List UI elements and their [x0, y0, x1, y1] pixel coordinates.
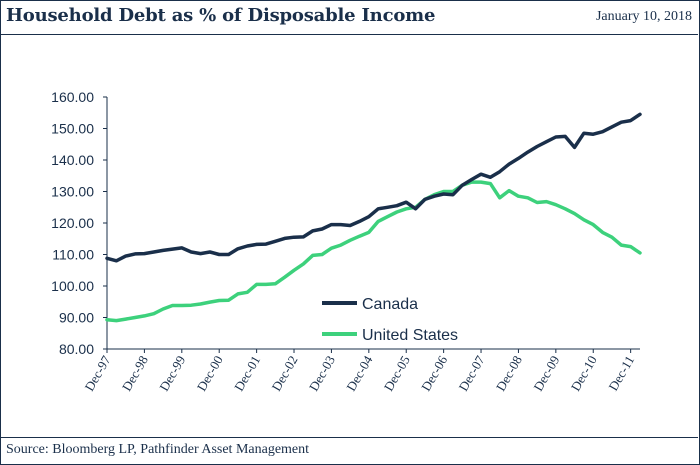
legend-label-canada: Canada	[362, 296, 418, 313]
y-tick-label: 120.00	[51, 215, 94, 231]
y-tick-label: 110.00	[52, 247, 94, 263]
y-tick-label: 130.00	[51, 184, 94, 200]
x-tick-label: Dec-05	[381, 353, 413, 394]
footer-divider	[0, 437, 698, 438]
y-tick-label: 140.00	[51, 152, 94, 168]
series-group	[105, 112, 642, 323]
x-tick-label: Dec-00	[194, 353, 226, 394]
legend-label-united-states: United States	[362, 327, 458, 344]
x-tick-label: Dec-11	[605, 353, 637, 393]
x-tick-label: Dec-98	[119, 353, 151, 394]
header-divider	[0, 34, 698, 35]
x-tick-label: Dec-99	[156, 353, 188, 394]
y-tick-label: 90.00	[59, 310, 94, 326]
x-tick-label: Dec-08	[493, 353, 525, 394]
x-tick-label: Dec-04	[343, 353, 375, 394]
series-line-canada	[105, 112, 642, 263]
y-tick-label: 100.00	[51, 278, 94, 294]
x-tick-label: Dec-01	[231, 353, 263, 394]
y-axis: 80.00 90.00 100.00 110.00 120.00 130.00 140.00…	[51, 89, 108, 357]
source-note: Source: Bloomberg LP, Pathfinder Asset M…	[6, 442, 310, 457]
y-tick-label: 150.00	[51, 121, 94, 137]
x-tick-label: Dec-09	[530, 353, 562, 394]
y-tick-label: 160.00	[51, 89, 94, 105]
x-tick-label: Dec-07	[456, 353, 488, 394]
series-line-united-states	[105, 180, 642, 323]
x-tick-label: Dec-02	[268, 353, 300, 394]
page-title: Household Debt as % of Disposable Income	[6, 5, 436, 26]
legend: Canada United States	[322, 296, 458, 344]
y-tick-label: 80.00	[59, 341, 94, 357]
x-tick-label: Dec-06	[418, 353, 450, 394]
x-tick-label: Dec-97	[81, 353, 113, 394]
x-tick-label: Dec-10	[568, 353, 600, 394]
report-date: January 10, 2018	[595, 9, 692, 24]
x-tick-label: Dec-03	[306, 353, 338, 394]
x-axis: Dec-97 Dec-98 Dec-99 Dec-00 Dec-01 Dec-02 Dec-…	[81, 348, 640, 394]
